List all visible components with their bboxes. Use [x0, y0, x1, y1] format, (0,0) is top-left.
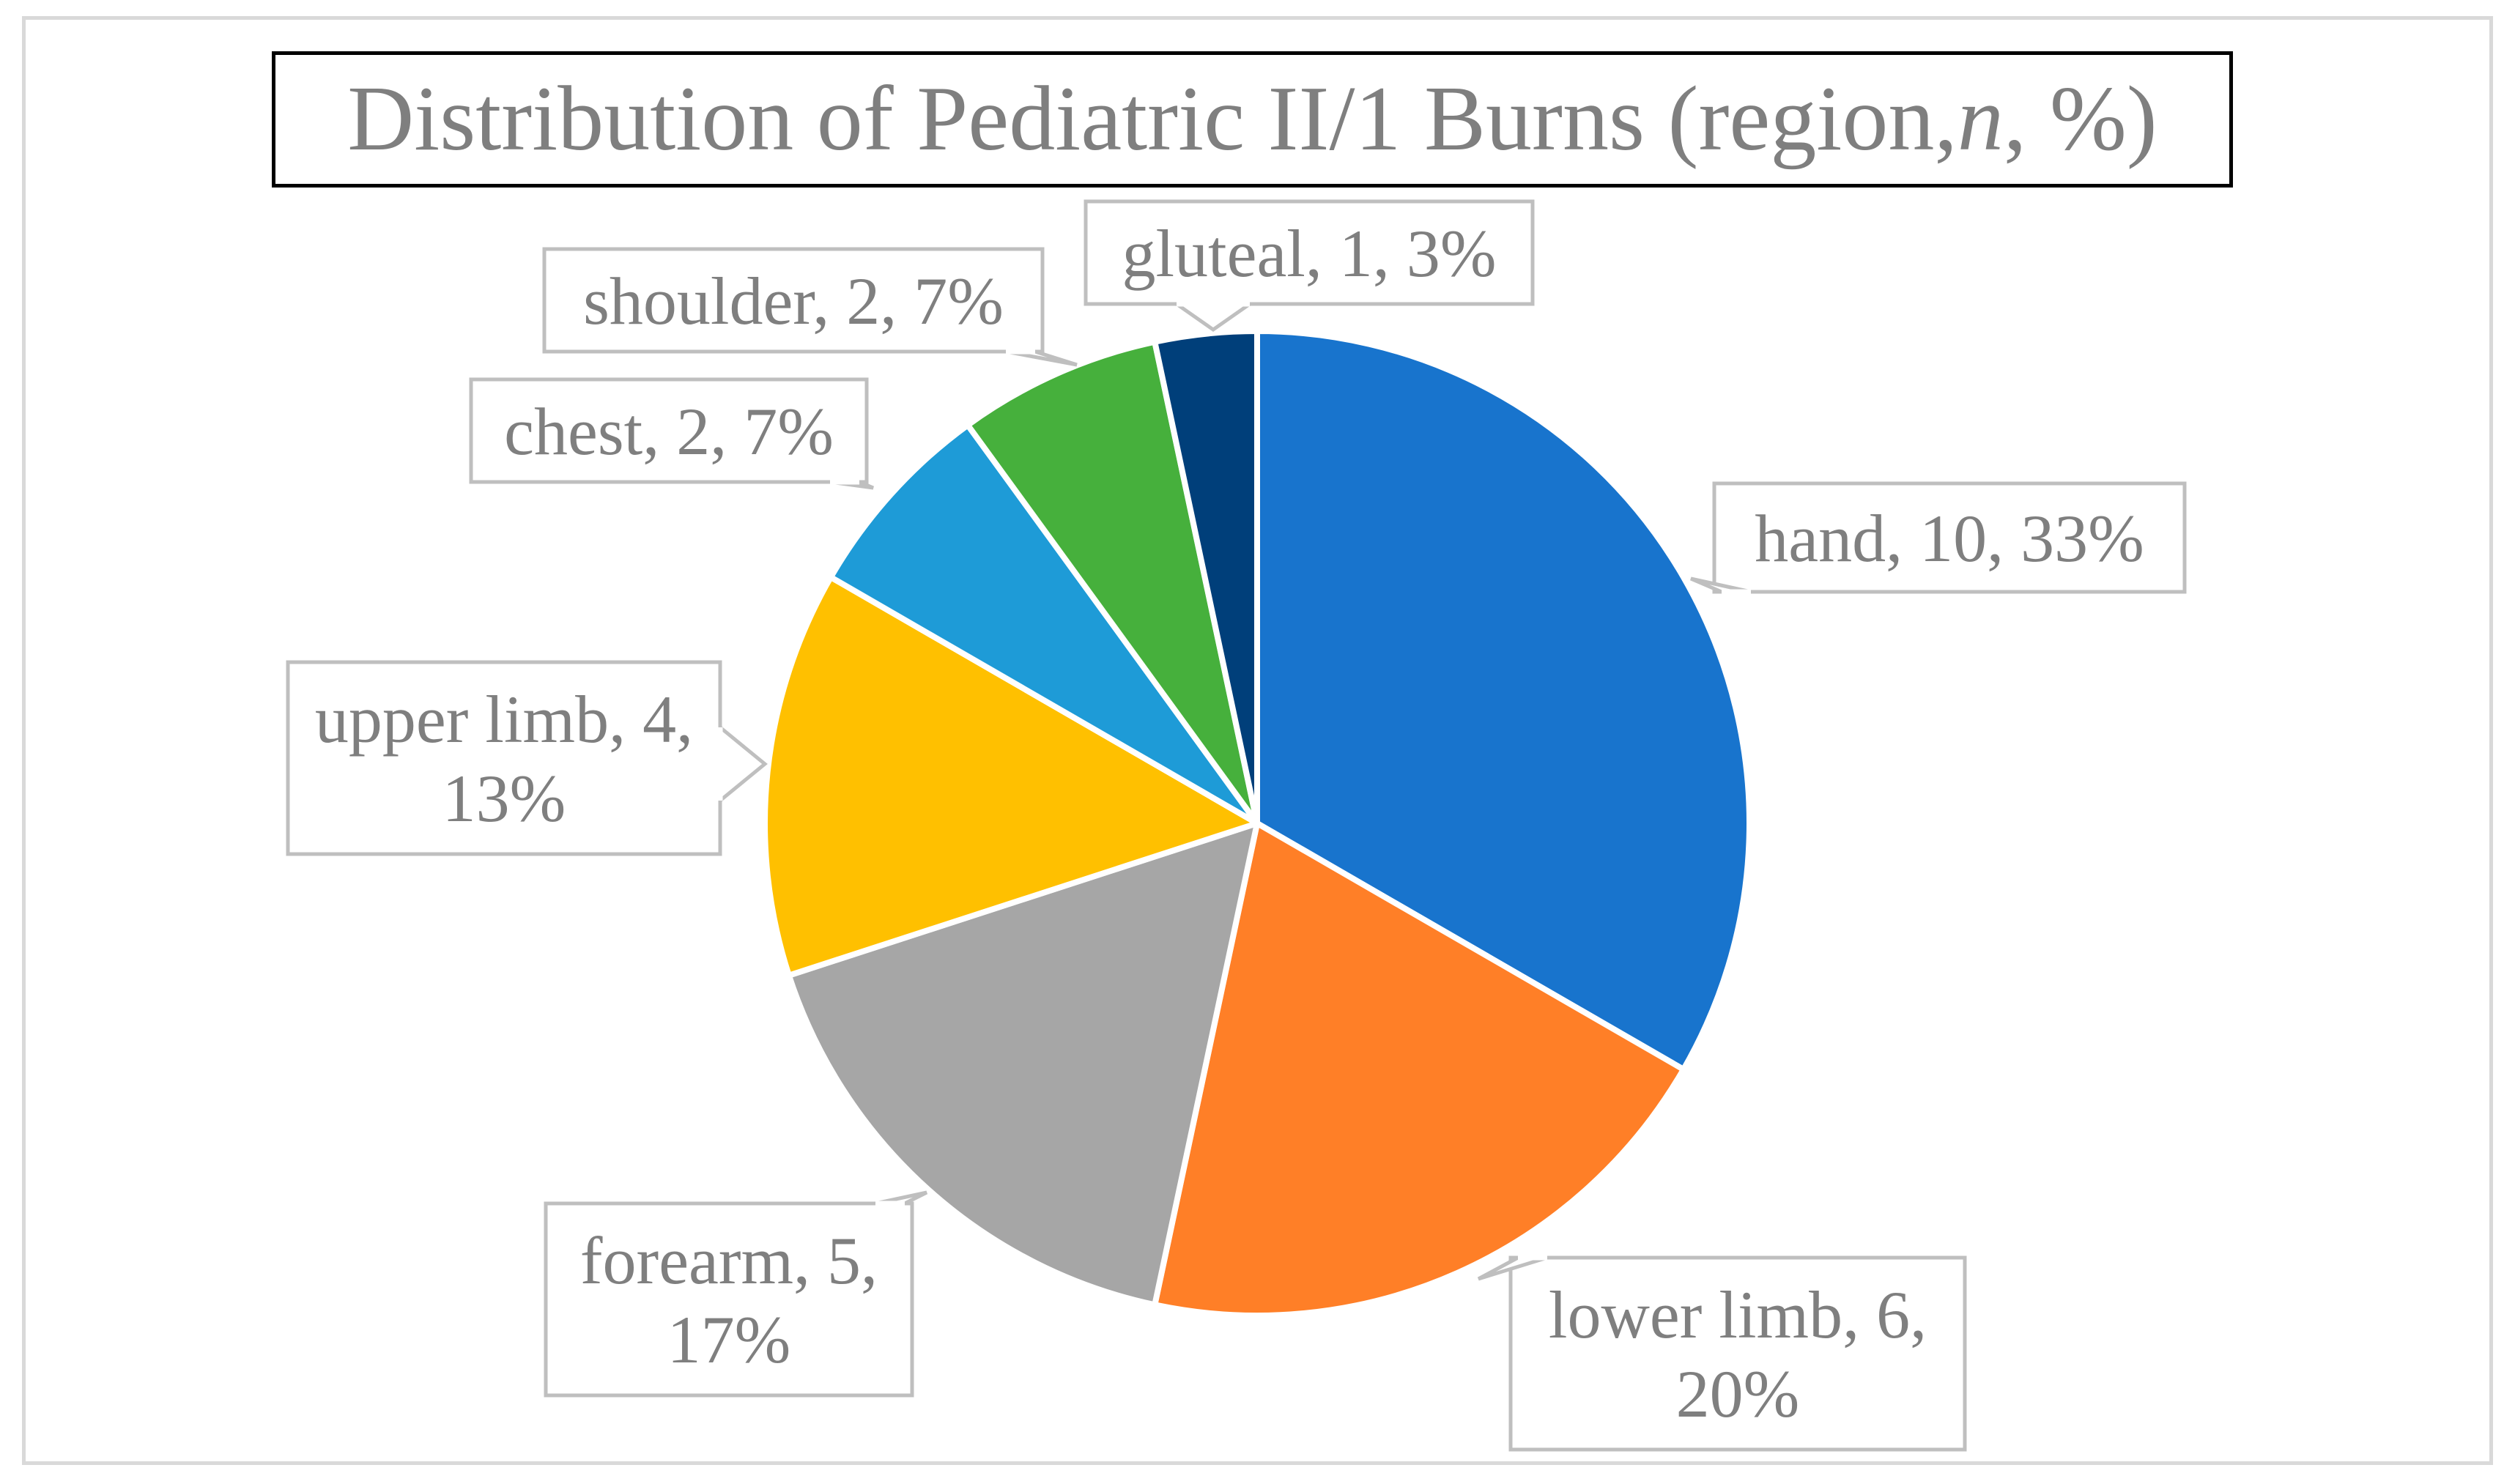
- pie-slice-gluteal: [1152, 328, 1260, 826]
- data-label-text: chest, 2, 7%: [504, 394, 834, 469]
- data-label-shoulder: shoulder, 2, 7%: [542, 247, 1078, 367]
- data-label-text: 20%: [1676, 1357, 1800, 1431]
- chart-title: Distribution of Pediatric II/1 Burns (re…: [272, 51, 2233, 188]
- data-label-box: [286, 660, 722, 856]
- chart-title-italic: n: [1957, 68, 2004, 170]
- data-label-box: [542, 247, 1045, 354]
- data-label-hand: hand, 10, 33%: [1690, 481, 2187, 595]
- pie-slice-upper-limb: [762, 574, 1260, 979]
- data-label-text: shoulder, 2, 7%: [583, 264, 1004, 338]
- data-label-text: lower limb, 6,: [1549, 1277, 1927, 1352]
- chart-title-part-2: , %): [2003, 68, 2157, 170]
- pie-slice-lower-limb: [1152, 820, 1686, 1318]
- pie-slice-forearm: [785, 820, 1260, 1308]
- data-label-text: gluteal, 1, 3%: [1122, 216, 1497, 291]
- data-label-text: hand, 10, 33%: [1755, 501, 2144, 576]
- pie-slice-shoulder: [965, 338, 1260, 826]
- chart-title-part-1: Distribution of Pediatric II/1 Burns (re…: [347, 68, 1957, 170]
- data-label-box: [1084, 199, 1535, 306]
- data-label-box: [1508, 1255, 1967, 1452]
- data-label-pointer: [1171, 302, 1256, 333]
- data-label-lower-limb: lower limb, 6,20%: [1477, 1255, 1967, 1452]
- data-label-text: 13%: [442, 761, 566, 836]
- pie-slice-chest: [828, 422, 1260, 826]
- data-label-pointer: [718, 723, 768, 805]
- pie-slice-hand: [1254, 328, 1752, 1072]
- data-label-text: forearm, 5,: [580, 1223, 878, 1298]
- data-label-forearm: forearm, 5,17%: [544, 1190, 928, 1398]
- data-label-box: [544, 1201, 914, 1398]
- data-label-box: [1712, 481, 2187, 594]
- data-label-text: upper limb, 4,: [315, 682, 693, 757]
- data-label-text: 17%: [667, 1302, 791, 1377]
- data-label-gluteal: gluteal, 1, 3%: [1084, 199, 1535, 333]
- data-label-upper-limb: upper limb, 4,13%: [286, 660, 768, 856]
- data-label-box: [469, 377, 869, 484]
- data-label-chest: chest, 2, 7%: [469, 377, 874, 490]
